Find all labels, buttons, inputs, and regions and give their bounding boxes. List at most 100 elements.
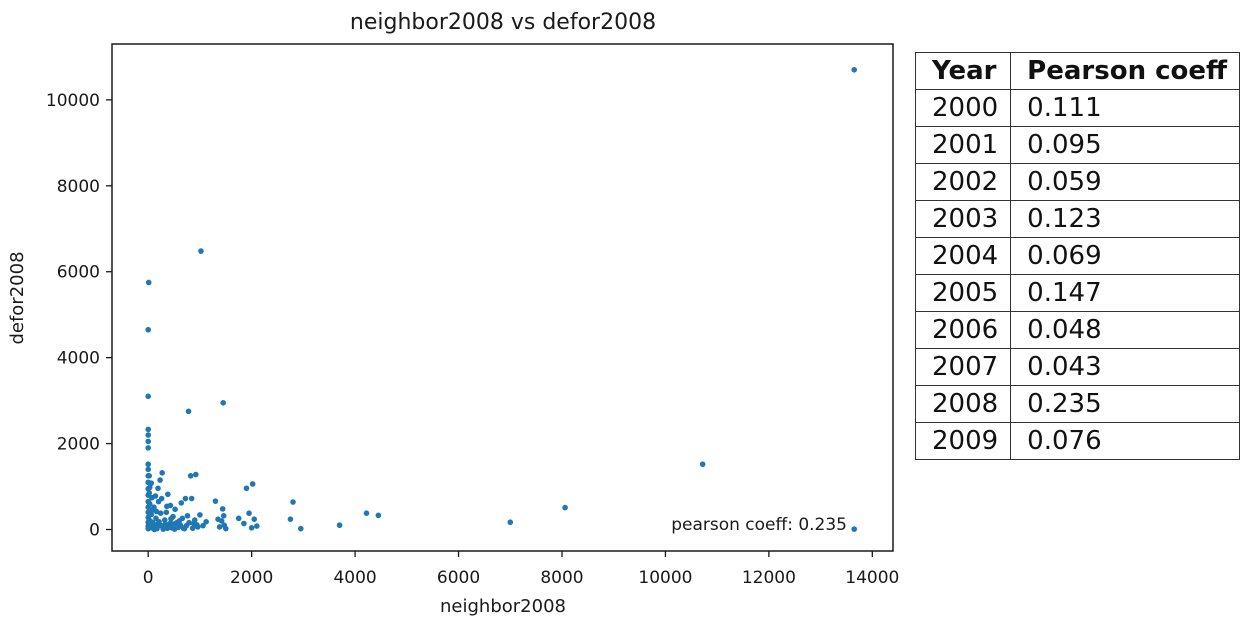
data-point <box>246 510 252 516</box>
data-point <box>212 498 219 504</box>
cell-pearson-coeff: 0.069 <box>1010 237 1241 275</box>
cell-pearson-coeff: 0.059 <box>1010 163 1241 201</box>
data-point <box>179 515 186 522</box>
data-point <box>192 471 199 478</box>
data-point <box>699 461 706 468</box>
y-tick-label: 6000 <box>57 263 100 283</box>
data-point <box>220 399 227 406</box>
data-point <box>241 520 247 527</box>
data-point <box>216 524 223 530</box>
data-point <box>167 502 174 509</box>
data-point <box>187 473 194 479</box>
x-tick-label: 10000 <box>638 568 692 588</box>
table-row: 2000 0.111 <box>914 89 1241 127</box>
data-point <box>161 517 168 523</box>
y-tick-label: 4000 <box>57 349 100 369</box>
y-tick-label: 2000 <box>57 435 100 455</box>
x-axis-label: neighbor2008 <box>440 596 566 617</box>
table-row: 2002 0.059 <box>914 163 1241 201</box>
x-axis-ticks: 0 2000 4000 6000 8000 10000 12000 14000 <box>143 551 899 588</box>
data-point <box>184 512 191 519</box>
data-point <box>145 445 152 451</box>
data-point <box>200 522 206 529</box>
table-row: 2003 0.123 <box>914 200 1241 238</box>
data-point <box>297 525 304 532</box>
data-point <box>146 490 153 496</box>
data-point <box>507 519 514 526</box>
x-tick-label: 4000 <box>333 568 376 588</box>
data-point <box>146 500 153 507</box>
table-body: 2000 0.111 2001 0.095 2002 0.059 2003 0.123 2004… <box>914 89 1241 460</box>
x-tick-label: 8000 <box>540 568 583 588</box>
data-point <box>146 473 153 479</box>
x-tick-label: 0 <box>143 568 154 588</box>
data-point <box>168 515 174 522</box>
data-point <box>249 481 256 487</box>
y-tick-label: 8000 <box>57 177 100 197</box>
data-point <box>151 504 157 510</box>
pearson-table: Year Pearson coeff 2000 0.111 2001 0.095 200… <box>914 52 1241 460</box>
data-point <box>145 466 152 473</box>
data-point <box>191 517 198 523</box>
data-point <box>158 495 165 502</box>
cell-year: 2008 <box>914 385 1012 423</box>
data-point <box>851 66 858 73</box>
data-point <box>159 470 165 476</box>
cell-pearson-coeff: 0.076 <box>1010 422 1241 460</box>
scatter-chart: neighbor2008 vs defor2008 0 2000 4000 6000 8… <box>7 10 899 617</box>
data-point <box>203 518 209 525</box>
plot-frame <box>111 43 894 552</box>
y-tick-label: 0 <box>89 521 100 541</box>
data-point <box>148 480 155 486</box>
data-point <box>155 485 161 492</box>
data-point <box>172 506 178 513</box>
header-year: Year <box>914 52 1012 90</box>
data-point <box>218 518 225 524</box>
pearson-annotation: pearson coeff: 0.235 <box>671 515 847 535</box>
cell-pearson-coeff: 0.147 <box>1010 274 1241 312</box>
data-point <box>287 516 294 523</box>
data-point <box>163 509 170 516</box>
data-point <box>188 495 195 502</box>
data-point <box>145 393 152 400</box>
table-row: 2004 0.069 <box>914 237 1241 275</box>
x-tick-label: 12000 <box>742 568 796 588</box>
cell-year: 2003 <box>914 200 1012 238</box>
chart-title: neighbor2008 vs defor2008 <box>350 10 656 35</box>
table-row: 2007 0.043 <box>914 348 1241 386</box>
table-row: 2001 0.095 <box>914 126 1241 164</box>
data-point <box>178 500 185 506</box>
header-pearson-coeff: Pearson coeff <box>1010 52 1241 90</box>
data-point <box>194 521 200 528</box>
table-row: 2006 0.048 <box>914 311 1241 349</box>
data-point <box>182 495 189 502</box>
table-row: 2009 0.076 <box>914 422 1241 460</box>
data-point <box>363 510 370 516</box>
cell-pearson-coeff: 0.111 <box>1010 89 1241 127</box>
data-point <box>186 519 192 526</box>
data-point <box>148 511 155 518</box>
cell-year: 2005 <box>914 274 1012 312</box>
scatter-points <box>145 66 858 533</box>
data-point <box>220 512 227 519</box>
x-tick-label: 14000 <box>845 568 899 588</box>
data-point <box>150 519 156 526</box>
cell-year: 2006 <box>914 311 1012 349</box>
data-point <box>189 525 196 532</box>
cell-pearson-coeff: 0.095 <box>1010 126 1241 164</box>
cell-pearson-coeff: 0.235 <box>1010 385 1241 423</box>
data-point <box>145 461 152 468</box>
y-axis-ticks: 0 2000 4000 6000 8000 10000 <box>46 91 112 541</box>
data-point <box>157 477 163 483</box>
x-tick-label: 6000 <box>437 568 480 588</box>
data-point <box>198 248 204 254</box>
cell-year: 2002 <box>914 163 1012 201</box>
table-row: 2008 0.235 <box>914 385 1241 423</box>
cell-pearson-coeff: 0.123 <box>1010 200 1241 238</box>
data-point <box>290 499 296 505</box>
data-point <box>145 326 152 333</box>
data-point <box>336 522 343 529</box>
data-point <box>243 485 250 492</box>
cell-year: 2004 <box>914 237 1012 275</box>
data-point <box>219 506 226 512</box>
